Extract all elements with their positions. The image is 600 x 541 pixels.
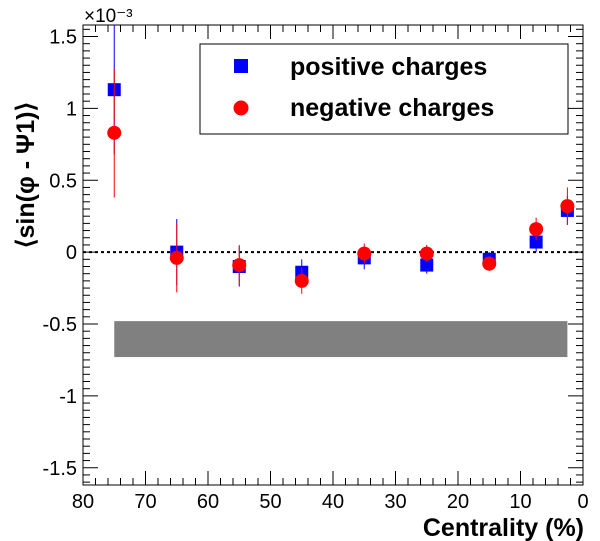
x-tick-label: 20 [447, 491, 469, 513]
legend-marker-positive [234, 59, 248, 73]
x-tick-label: 60 [197, 491, 219, 513]
data-point-square [420, 258, 434, 272]
legend-label-positive: positive charges [290, 53, 487, 81]
y-tick-label: 1.5 [49, 27, 77, 49]
y-axis-title: ⟨sin(φ - Ψ1)⟩ [12, 102, 40, 249]
x-tick-label: 10 [509, 491, 531, 513]
data-point-circle [529, 222, 544, 237]
data-point-circle [357, 246, 372, 261]
x-tick-label: 70 [134, 491, 156, 513]
x-tick-label: 40 [322, 491, 344, 513]
data-point-circle [107, 125, 122, 140]
data-point-circle [560, 199, 575, 214]
legend: positive charges negative charges [199, 43, 569, 135]
data-point-circle [482, 256, 497, 271]
legend-label-negative: negative charges [290, 94, 494, 122]
series-negative [107, 68, 575, 294]
y-tick-label: -1 [59, 386, 77, 408]
systematic-band [114, 321, 568, 358]
y-tick-label: 0.5 [49, 170, 77, 192]
legend-box [199, 43, 569, 135]
legend-marker-negative [233, 100, 249, 116]
x-axis-title: Centrality (%) [423, 514, 584, 541]
data-point-circle [294, 273, 309, 288]
data-point-circle [419, 246, 434, 261]
x-tick-label: 80 [72, 491, 94, 513]
y-tick-label: 1 [66, 98, 77, 120]
data-point-circle [232, 258, 247, 273]
y-multiplier: ×10⁻³ [84, 6, 133, 27]
y-tick-label: -0.5 [43, 314, 77, 336]
y-tick-label: 0 [66, 242, 77, 264]
x-tick-label: 30 [384, 491, 406, 513]
data-point-square [529, 235, 543, 249]
x-tick-label: 0 [577, 491, 588, 513]
x-tick-label: 50 [259, 491, 281, 513]
data-point-circle [169, 250, 184, 265]
y-tick-label: -1.5 [43, 458, 77, 480]
